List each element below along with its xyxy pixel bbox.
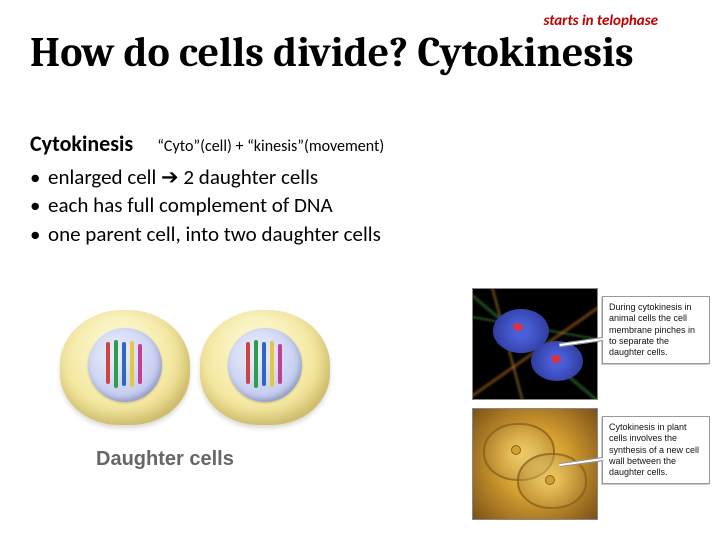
nucleus-icon [228,328,302,402]
chromosome-icon [262,342,266,386]
chromosome-icon [122,342,126,386]
etymology-label: “Cyto”(cell) + “kinesis”(movement) [157,137,384,156]
term-line: Cytokinesis “Cyto”(cell) + “kinesis”(mov… [30,130,540,157]
chromosome-icon [106,342,110,384]
chromosome-icon [138,344,142,384]
chromosome-icon [130,341,134,387]
chromosome-icon [270,341,274,387]
animal-cytokinesis-figure: During cytokinesis in animal cells the c… [472,288,712,400]
daughter-cells-figure: Daughter cells [60,300,340,500]
nucleus-icon [88,328,162,402]
bullet-item: enlarged cell ➔ 2 daughter cells [30,163,540,191]
plant-callout: Cytokinesis in plant cells involves the … [602,416,710,484]
content-block: Cytokinesis “Cyto”(cell) + “kinesis”(mov… [30,130,540,248]
bullet-item: each has full complement of DNA [30,191,540,219]
bullet-item: one parent cell, into two daughter cells [30,220,540,248]
cell-illustration [200,310,330,425]
chromosome-icon [254,340,258,388]
animal-callout: During cytokinesis in animal cells the c… [602,296,710,364]
daughter-cells-label: Daughter cells [96,448,234,471]
page-title: How do cells divide? Cytokinesis [30,28,700,77]
chromosome-icon [278,344,282,384]
cell-illustration [60,310,190,425]
chromosome-icon [246,342,250,384]
term-label: Cytokinesis [30,130,133,157]
bullet-list: enlarged cell ➔ 2 daughter cells each ha… [30,163,540,248]
chromosome-icon [114,340,118,388]
plant-cytokinesis-figure: Cytokinesis in plant cells involves the … [472,408,712,520]
